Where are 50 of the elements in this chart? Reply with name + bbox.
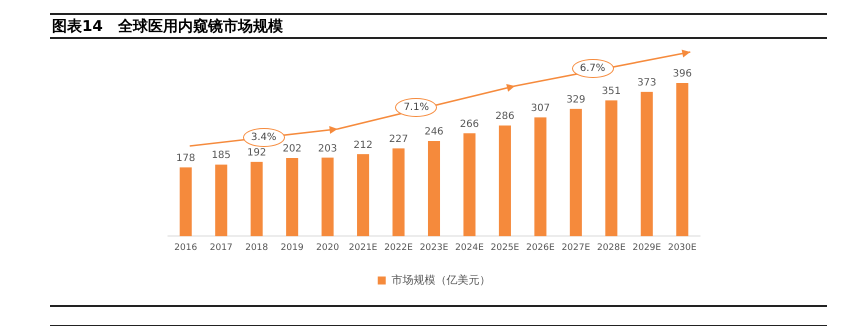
text: 6.7% (572, 59, 614, 78)
x-tick-label: 2020 (316, 242, 340, 253)
x-tick-label: 2019 (280, 242, 304, 253)
bar (676, 83, 688, 236)
data-label: 351 (602, 86, 621, 98)
bar (357, 154, 370, 236)
x-tick-label: 2021E (348, 242, 378, 253)
x-tick-label: 2029E (632, 242, 662, 253)
bar (322, 158, 334, 236)
x-tick-label: 2025E (490, 242, 520, 253)
data-label: 192 (247, 148, 266, 159)
x-tick-label: 2017 (210, 242, 233, 253)
x-tick-label: 2023E (420, 242, 449, 253)
data-label: 203 (318, 143, 338, 154)
x-tick-label: 2018 (245, 242, 268, 253)
bar (215, 164, 228, 236)
data-label: 185 (212, 150, 231, 162)
x-tick-label: 2027E (562, 242, 590, 253)
data-label: 373 (637, 77, 656, 88)
bar (463, 133, 476, 236)
x-tick-label: 2030E (668, 242, 697, 253)
x-tick-label: 2028E (597, 242, 626, 253)
data-label: 329 (566, 94, 586, 106)
bar (534, 117, 546, 236)
data-label: 246 (424, 126, 444, 138)
bar (392, 148, 405, 236)
chart-title: 图表14 全球医用内窥镜市场规模 (52, 17, 283, 36)
x-tick-label: 2024E (455, 242, 484, 253)
data-label: 202 (282, 144, 302, 155)
bar (286, 158, 298, 236)
bar (250, 162, 263, 236)
bar (570, 108, 582, 236)
annotation: 3.4% (250, 132, 276, 142)
data-label: 178 (176, 152, 196, 164)
x-tick-label: 2026E (526, 242, 556, 253)
bar (428, 141, 440, 236)
bar (180, 167, 192, 236)
legend-label: 市场规模（亿美元） (391, 273, 490, 286)
x-tick-label: 2016 (174, 242, 198, 253)
data-label: 266 (460, 118, 480, 130)
data-label: 307 (530, 103, 550, 114)
data-label: 212 (354, 140, 373, 151)
bar (498, 126, 511, 236)
data-label: 286 (495, 111, 514, 122)
x-tick-label: 2022E (384, 242, 414, 253)
bar (640, 92, 653, 236)
data-label: 396 (672, 68, 692, 80)
bar (605, 100, 618, 236)
annotation: 7.1% (395, 98, 438, 117)
data-label: 227 (388, 134, 408, 145)
